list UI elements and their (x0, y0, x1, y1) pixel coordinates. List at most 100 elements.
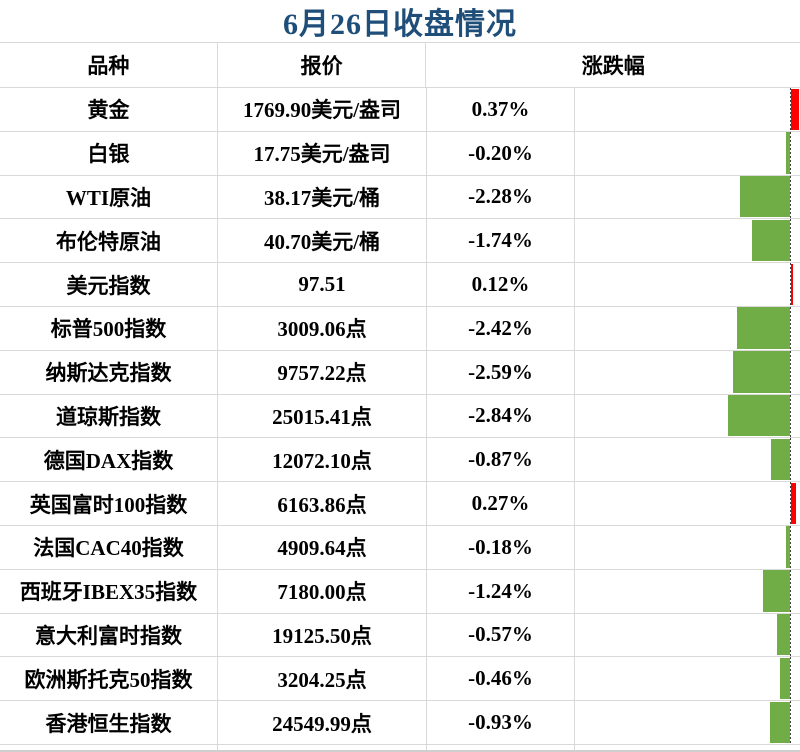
table-title-row: 6月26日收盘情况 (0, 0, 800, 43)
bar-axis-line (789, 701, 791, 744)
table-row: 意大利富时指数 19125.50点 -0.57% (0, 613, 800, 658)
change-percent: -0.57% (427, 613, 575, 657)
product-name: 法国CAC40指数 (0, 525, 218, 569)
change-bar (785, 132, 790, 174)
bar-axis-line (789, 131, 791, 175)
bar-axis-line (789, 350, 791, 394)
quote-value: 1769.90美元/盎司 (218, 88, 427, 131)
bar-axis-line (789, 525, 791, 569)
bar-axis-line (789, 613, 791, 657)
change-bar-cell (575, 263, 800, 306)
change-bar (739, 176, 790, 218)
product-name: 标普500指数 (0, 306, 218, 350)
change-percent: -0.20% (427, 131, 575, 175)
change-bar (733, 351, 790, 393)
column-header-product: 品种 (0, 43, 218, 87)
table-row: 英国富时100指数 6163.86点 0.27% (0, 482, 800, 526)
change-percent: -0.87% (427, 438, 575, 482)
change-bar-cell (575, 175, 800, 219)
change-bar-cell (575, 219, 800, 263)
change-bar-cell (575, 88, 800, 131)
bar-axis-line (789, 88, 791, 131)
change-bar-cell (575, 394, 800, 438)
change-bar (790, 263, 794, 305)
change-bar-cell (575, 525, 800, 569)
change-percent: -2.28% (427, 175, 575, 219)
change-bar (790, 482, 797, 524)
quote-value: 6163.86点 (218, 482, 427, 525)
quote-value: 7180.00点 (218, 569, 427, 613)
column-header-quote: 报价 (218, 43, 427, 87)
table-row: WTI原油 38.17美元/桶 -2.28% (0, 175, 800, 220)
change-bar-cell (575, 131, 800, 175)
change-bar (770, 438, 790, 481)
bar-axis-line (789, 306, 791, 350)
change-bar (727, 395, 790, 437)
change-percent: 0.37% (427, 88, 575, 131)
bar-axis-line (789, 569, 791, 613)
change-bar (777, 614, 790, 656)
table-row: 白银 17.75美元/盎司 -0.20% (0, 131, 800, 176)
quote-value: 3009.06点 (218, 306, 427, 350)
change-bar-cell (575, 657, 800, 701)
bar-axis-line (789, 394, 791, 438)
partial-next-row (0, 744, 800, 750)
product-name: WTI原油 (0, 175, 218, 219)
table-header-row: 品种 报价 涨跌幅 (0, 43, 800, 88)
product-name: 意大利富时指数 (0, 613, 218, 657)
change-bar-cell (575, 613, 800, 657)
table-row: 法国CAC40指数 4909.64点 -0.18% (0, 525, 800, 570)
page-title: 6月26日收盘情况 (283, 8, 517, 41)
product-name: 道琼斯指数 (0, 394, 218, 438)
column-header-change: 涨跌幅 (581, 54, 645, 78)
quote-value: 38.17美元/桶 (218, 175, 427, 219)
table-row: 黄金 1769.90美元/盎司 0.37% (0, 88, 800, 132)
quote-value: 12072.10点 (218, 438, 427, 482)
change-percent: -2.84% (427, 394, 575, 438)
quote-value: 3204.25点 (218, 657, 427, 701)
change-bar (786, 526, 790, 568)
product-name: 布伦特原油 (0, 219, 218, 263)
change-bar (779, 657, 790, 700)
product-name: 德国DAX指数 (0, 438, 218, 482)
change-bar (790, 88, 799, 130)
change-percent: 0.27% (427, 482, 575, 525)
product-name: 欧洲斯托克50指数 (0, 657, 218, 701)
change-percent: -0.46% (427, 657, 575, 701)
bar-axis-line (789, 263, 791, 306)
change-percent: -1.24% (427, 569, 575, 613)
change-bar (751, 219, 790, 262)
table-row: 香港恒生指数 24549.99点 -0.93% (0, 701, 800, 745)
table-row: 道琼斯指数 25015.41点 -2.84% (0, 394, 800, 439)
table-row: 标普500指数 3009.06点 -2.42% (0, 306, 800, 351)
quote-value: 97.51 (218, 263, 427, 306)
change-percent: -0.18% (427, 525, 575, 569)
quote-value: 40.70美元/桶 (218, 219, 427, 263)
bar-axis-line (789, 219, 791, 263)
change-bar (736, 307, 790, 349)
change-percent: 0.12% (427, 263, 575, 306)
product-name: 美元指数 (0, 263, 218, 306)
table-row: 美元指数 97.51 0.12% (0, 263, 800, 307)
change-bar-cell (575, 350, 800, 394)
change-bar (769, 701, 790, 743)
quote-value: 25015.41点 (218, 394, 427, 438)
change-percent: -2.42% (427, 306, 575, 350)
sheet-edge-strip (0, 749, 800, 752)
change-bar-cell (575, 306, 800, 350)
change-bar-cell (575, 569, 800, 613)
product-name: 香港恒生指数 (0, 701, 218, 744)
bar-axis-line (789, 175, 791, 219)
quote-value: 19125.50点 (218, 613, 427, 657)
change-bar-cell (575, 701, 800, 744)
bar-axis-line (789, 482, 791, 525)
change-bar (762, 570, 790, 612)
quote-value: 24549.99点 (218, 701, 427, 744)
bar-axis-line (789, 438, 791, 482)
table-row: 布伦特原油 40.70美元/桶 -1.74% (0, 219, 800, 264)
change-bar-cell (575, 438, 800, 482)
table-body: 黄金 1769.90美元/盎司 0.37% 白银 17.75美元/盎司 -0.2… (0, 88, 800, 745)
quote-value: 17.75美元/盎司 (218, 131, 427, 175)
product-name: 白银 (0, 131, 218, 175)
